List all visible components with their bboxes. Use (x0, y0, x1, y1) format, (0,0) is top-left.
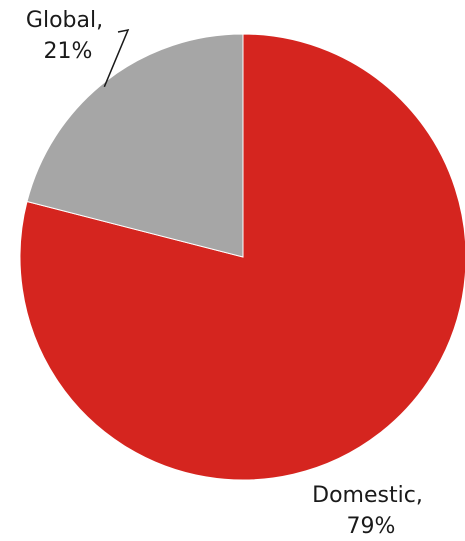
pie-slices (19, 33, 465, 481)
slice-label-domestic-name: Domestic (312, 483, 416, 508)
slice-label-global-comma: , (96, 8, 103, 33)
slice-label-global-value: 21% (44, 39, 93, 64)
leader-line-global (103, 28, 130, 88)
slice-label-domestic: Domestic, 79% (312, 483, 430, 539)
leader-lines (103, 28, 130, 88)
slice-label-global-name: Global (26, 8, 96, 33)
slice-label-domestic-comma: , (416, 483, 423, 508)
slice-label-global: Global, 21% (26, 8, 110, 64)
slice-label-domestic-value: 79% (347, 514, 396, 539)
